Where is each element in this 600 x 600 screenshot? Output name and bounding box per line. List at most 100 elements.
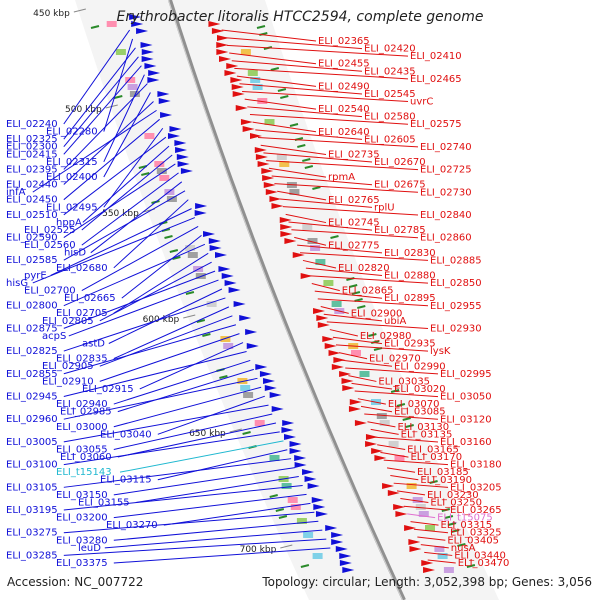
position-tick-label: 550 kbp — [102, 209, 139, 219]
right-leader-line — [393, 482, 449, 488]
left-strand-gene — [335, 546, 348, 552]
left-strand-gene — [339, 553, 352, 559]
left-gene-label: ELI_02560 — [24, 240, 76, 251]
outer-tick — [429, 480, 438, 484]
right-leader-line — [277, 190, 327, 201]
right-leader-line — [354, 390, 439, 398]
right-leader-line — [255, 129, 363, 140]
left-leader-line — [113, 386, 262, 428]
right-strand-gene — [254, 147, 267, 153]
right-strand-gene — [313, 308, 326, 314]
left-strand-gene — [302, 469, 315, 475]
right-leader-line — [403, 505, 449, 511]
left-leader-line — [113, 306, 230, 360]
left-strand-gene — [147, 77, 160, 83]
left-gene-label: ELI_03055 — [56, 444, 108, 455]
left-leader-line — [90, 181, 183, 254]
right-strand-gene — [219, 56, 232, 62]
left-leader-line — [63, 297, 226, 352]
feature-block — [240, 49, 251, 55]
outer-tick — [141, 172, 150, 176]
right-leader-line — [320, 306, 349, 314]
right-leader-line — [229, 52, 317, 65]
left-gene-label: ELI_02525 — [24, 225, 76, 236]
left-gene-label: ELI_02300 — [6, 142, 58, 153]
left-gene-label: ELI_03195 — [6, 505, 58, 516]
feature-block — [434, 546, 445, 552]
left-strand-gene — [141, 56, 154, 62]
left-strand-gene — [167, 133, 180, 139]
right-leader-line — [424, 551, 453, 556]
right-strand-gene — [300, 273, 313, 279]
left-gene-label: ELI_02960 — [6, 414, 58, 425]
feature-block — [287, 497, 298, 503]
right-leader-line — [332, 336, 383, 345]
right-strand-gene — [230, 77, 243, 83]
left-gene-label: hisG — [6, 278, 28, 289]
left-gene-label: hppA — [56, 217, 82, 228]
right-gene-label: ELI_03020 — [394, 384, 446, 395]
left-strand-gene — [281, 427, 294, 433]
left-leader-line — [113, 413, 273, 450]
right-gene-label: ELI_03085 — [394, 407, 446, 418]
feature-block — [443, 567, 454, 573]
left-gene-label: ELI_02315 — [46, 157, 98, 168]
right-gene-label: ELI_02465 — [410, 74, 462, 85]
right-leader-line — [279, 198, 373, 208]
feature-block — [257, 98, 268, 104]
left-strand-gene — [176, 154, 189, 160]
right-strand-gene — [382, 483, 395, 489]
right-leader-line — [427, 559, 456, 564]
right-gene-label: ELI_02670 — [374, 157, 426, 168]
feature-block — [125, 77, 136, 83]
left-strand-gene — [136, 28, 149, 34]
right-leader-line — [317, 298, 429, 307]
outer-tick — [351, 291, 361, 295]
left-strand-gene — [228, 287, 241, 293]
left-strand-gene — [255, 364, 268, 370]
right-strand-gene — [255, 154, 268, 160]
outer-tick — [114, 95, 123, 99]
right-strand-gene — [257, 161, 270, 167]
left-gene-label: ELI_02910 — [42, 376, 94, 387]
right-strand-gene — [216, 42, 229, 48]
right-strand-gene — [354, 420, 367, 426]
feature-block — [223, 343, 234, 349]
outer-tick — [348, 284, 358, 288]
left-leader-line — [63, 29, 131, 125]
right-leader-line — [314, 290, 383, 299]
left-leader-line — [63, 431, 280, 466]
right-strand-gene — [395, 511, 408, 517]
left-leader-line — [63, 243, 206, 307]
left-strand-gene — [140, 42, 153, 48]
right-strand-gene — [365, 441, 378, 447]
right-gene-label: ELI_02775 — [328, 240, 380, 251]
right-leader-line — [260, 144, 327, 155]
feature-block — [243, 392, 254, 398]
right-strand-gene — [211, 28, 224, 34]
left-gene-label: ELI_03375 — [56, 558, 108, 569]
left-leader-line — [63, 351, 247, 397]
feature-block — [296, 518, 307, 524]
left-leader-line — [63, 163, 176, 238]
right-leader-line — [377, 444, 406, 451]
right-leader-line — [271, 175, 373, 186]
left-strand-gene — [269, 392, 282, 398]
feature-block — [315, 259, 326, 265]
right-strand-gene — [409, 546, 422, 552]
left-gene-label: ELI_02680 — [56, 263, 108, 274]
right-leader-line — [351, 382, 393, 390]
right-leader-line — [370, 428, 399, 435]
left-gene-label: ELI_03275 — [6, 528, 58, 539]
outer-tick — [172, 256, 181, 260]
left-leader-line — [139, 342, 244, 390]
right-strand-gene — [279, 217, 292, 223]
left-leader-line — [81, 154, 173, 231]
right-strand-gene — [316, 315, 329, 321]
right-gene-label: ELI_03180 — [450, 460, 502, 471]
left-strand-gene — [271, 406, 284, 412]
outer-tick — [312, 186, 321, 190]
right-leader-line — [335, 344, 429, 352]
right-leader-line — [308, 275, 429, 284]
